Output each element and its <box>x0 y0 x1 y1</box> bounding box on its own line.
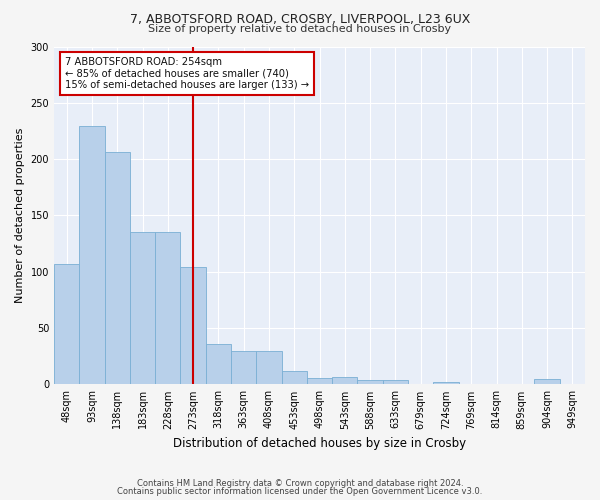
Bar <box>256 350 281 384</box>
Text: Size of property relative to detached houses in Crosby: Size of property relative to detached ho… <box>148 24 452 34</box>
Bar <box>231 350 256 384</box>
Text: 7, ABBOTSFORD ROAD, CROSBY, LIVERPOOL, L23 6UX: 7, ABBOTSFORD ROAD, CROSBY, LIVERPOOL, L… <box>130 12 470 26</box>
Bar <box>281 371 307 384</box>
X-axis label: Distribution of detached houses by size in Crosby: Distribution of detached houses by size … <box>173 437 466 450</box>
Bar <box>104 152 130 384</box>
Bar <box>332 376 358 384</box>
Bar <box>79 126 104 384</box>
Text: Contains public sector information licensed under the Open Government Licence v3: Contains public sector information licen… <box>118 487 482 496</box>
Bar <box>130 232 155 384</box>
Bar <box>383 380 408 384</box>
Bar <box>206 344 231 385</box>
Y-axis label: Number of detached properties: Number of detached properties <box>15 128 25 303</box>
Bar <box>181 268 206 384</box>
Text: Contains HM Land Registry data © Crown copyright and database right 2024.: Contains HM Land Registry data © Crown c… <box>137 478 463 488</box>
Text: 7 ABBOTSFORD ROAD: 254sqm
← 85% of detached houses are smaller (740)
15% of semi: 7 ABBOTSFORD ROAD: 254sqm ← 85% of detac… <box>65 56 309 90</box>
Bar <box>54 264 79 384</box>
Bar <box>155 232 181 384</box>
Bar <box>535 379 560 384</box>
Bar <box>433 382 458 384</box>
Bar <box>307 378 332 384</box>
Bar <box>358 380 383 384</box>
